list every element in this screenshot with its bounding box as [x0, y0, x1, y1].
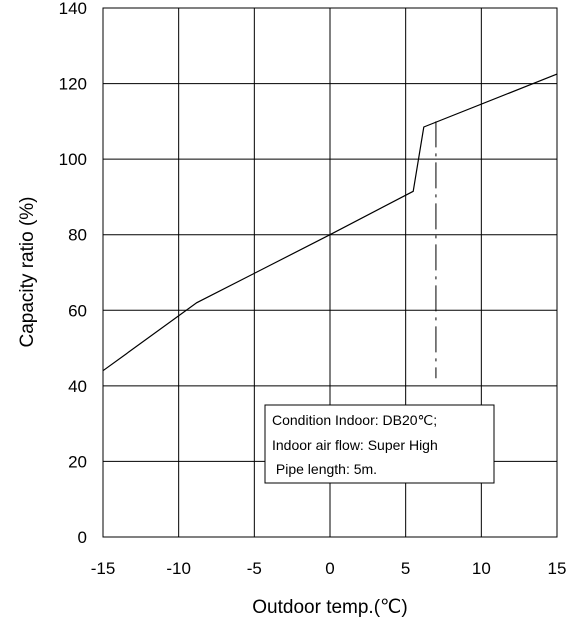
x-axis-label: Outdoor temp.(℃) — [252, 597, 407, 618]
condition-note-line-2: Indoor air flow: Super High — [272, 437, 438, 453]
x-tick--10: -10 — [166, 559, 191, 578]
y-tick-0: 0 — [78, 528, 87, 547]
y-tick-60: 60 — [68, 301, 87, 320]
series-layer — [102, 73, 558, 379]
x-tick-labels: -15 -10 -5 0 5 10 15 — [91, 559, 567, 578]
x-tick-15: 15 — [548, 559, 567, 578]
condition-note-box — [264, 404, 495, 484]
x-tick--15: -15 — [91, 559, 116, 578]
capacity-series-line — [102, 73, 558, 372]
x-tick-0: 0 — [325, 559, 334, 578]
y-tick-120: 120 — [59, 75, 87, 94]
y-tick-labels: 0 20 40 60 80 100 120 140 — [59, 0, 87, 547]
y-tick-20: 20 — [68, 452, 87, 471]
x-tick-5: 5 — [401, 559, 410, 578]
condition-note: Condition Indoor: DB20℃; Indoor air flow… — [264, 404, 495, 484]
y-tick-140: 140 — [59, 0, 87, 18]
condition-note-line-1: Condition Indoor: DB20℃; — [272, 412, 437, 428]
condition-note-line-3: Pipe length: 5m. — [272, 461, 377, 477]
y-tick-100: 100 — [59, 150, 87, 169]
y-tick-40: 40 — [68, 377, 87, 396]
y-tick-80: 80 — [68, 226, 87, 245]
x-tick--5: -5 — [247, 559, 262, 578]
x-tick-10: 10 — [472, 559, 491, 578]
y-axis-label: Capacity ratio (%) — [17, 197, 38, 348]
